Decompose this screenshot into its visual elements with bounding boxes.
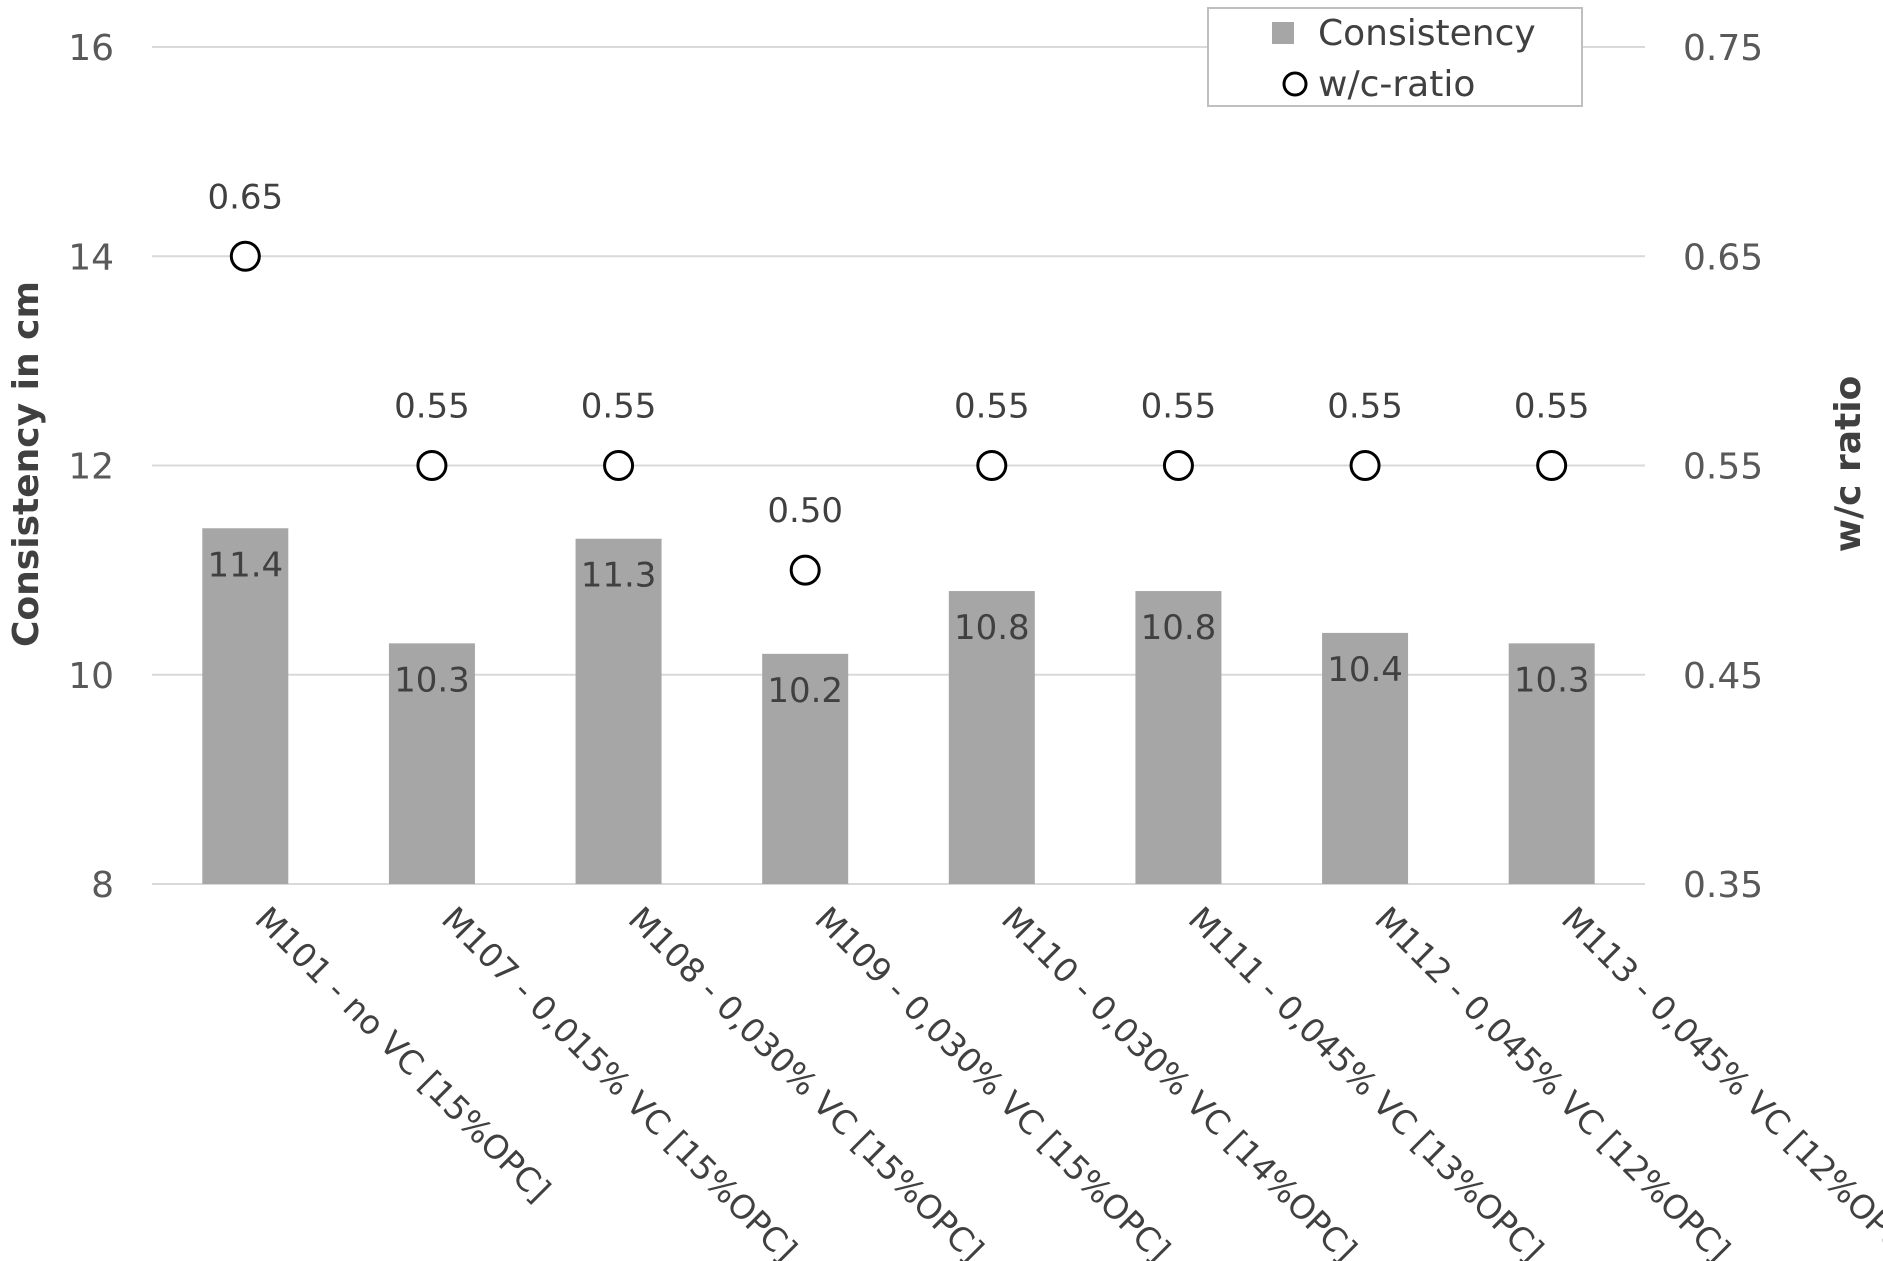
wc-ratio-point [416, 450, 448, 481]
wc-ratio-point [229, 240, 261, 272]
point-data-label: 0.65 [207, 177, 283, 217]
legend-label-consistency: Consistency [1318, 13, 1536, 54]
x-category-label: M107 - 0,015% VC [15%OPC] [434, 899, 804, 1261]
wc-ratio-point [1536, 450, 1568, 481]
bar [202, 528, 289, 884]
wc-ratio-point [976, 450, 1008, 481]
x-category-label: M108 - 0,030% VC [15%OPC] [621, 899, 991, 1261]
bar [575, 538, 662, 884]
x-category-label: M113 - 0,045% VC [12%OPC] [1554, 899, 1883, 1261]
point-data-label: 0.55 [1141, 387, 1217, 427]
wc-ratio-point [603, 450, 635, 481]
y2-axis-title: w/c ratio [1828, 376, 1869, 553]
bar-series: 11.4 10.3 11.3 10.2 10.8 10.8 10.4 10.3 [202, 528, 1595, 884]
y-tick-label: 16 [68, 28, 114, 69]
bar-data-label: 10.8 [1141, 608, 1217, 648]
y-axis-title: Consistency in cm [6, 281, 47, 647]
x-category-label: M109 - 0,030% VC [15%OPC] [808, 899, 1178, 1261]
y2-tick-label: 0.65 [1683, 237, 1763, 278]
bar-data-label: 10.3 [1514, 660, 1590, 700]
y-tick-label: 14 [68, 237, 114, 278]
point-data-label: 0.55 [581, 387, 657, 427]
point-data-label: 0.50 [767, 491, 843, 531]
y2-tick-label: 0.35 [1683, 865, 1763, 906]
x-category-label: M112 - 0,045% VC [12%OPC] [1367, 899, 1737, 1261]
bar [762, 653, 849, 884]
y-tick-label: 10 [68, 656, 114, 697]
point-series: 0.65 0.55 0.55 0.50 0.55 0.55 0.55 0.55 [207, 177, 1590, 586]
bar-data-label: 11.3 [581, 556, 657, 596]
legend-marker-wc-ratio [1282, 71, 1308, 97]
bar-data-label: 10.2 [767, 671, 843, 711]
bar [1135, 591, 1222, 884]
wc-ratio-point [1162, 450, 1194, 481]
x-category-label: M101 - no VC [15%OPC] [248, 899, 558, 1209]
point-data-label: 0.55 [1327, 387, 1403, 427]
legend: Consistency w/c-ratio [1207, 7, 1583, 107]
point-data-label: 0.55 [954, 387, 1030, 427]
x-category-label: M111 - 0,045% VC [13%OPC] [1181, 899, 1551, 1261]
bar-data-label: 11.4 [207, 545, 283, 585]
legend-swatch-consistency [1272, 22, 1294, 44]
bar-data-label: 10.8 [954, 608, 1030, 648]
x-category-label: M110 - 0,030% VC [14%OPC] [994, 899, 1364, 1261]
point-data-label: 0.55 [394, 387, 470, 427]
y-tick-label: 12 [68, 447, 114, 488]
wc-ratio-point [789, 554, 821, 586]
bar [948, 591, 1035, 884]
bar-data-label: 10.4 [1327, 650, 1403, 690]
legend-box [1207, 7, 1583, 107]
bar-data-label: 10.3 [394, 660, 470, 700]
wc-ratio-point [1349, 450, 1381, 481]
y2-tick-label: 0.45 [1683, 656, 1763, 697]
point-data-label: 0.55 [1514, 387, 1590, 427]
y-tick-label: 8 [91, 865, 114, 906]
bar [1322, 632, 1409, 884]
gridlines [152, 46, 1645, 885]
bar [1508, 643, 1595, 884]
y2-tick-label: 0.55 [1683, 447, 1763, 488]
legend-label-wc-ratio: w/c-ratio [1318, 64, 1475, 105]
y2-tick-label: 0.75 [1683, 28, 1763, 69]
bar [388, 643, 475, 884]
